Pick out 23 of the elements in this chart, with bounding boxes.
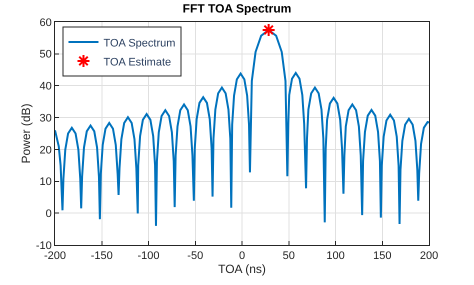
y-tick-label: 50: [40, 48, 52, 61]
y-tick-label: 60: [40, 16, 52, 29]
x-tick-label: 100: [326, 250, 345, 262]
line-series: [55, 28, 429, 227]
y-tick-label: 10: [40, 176, 52, 188]
x-tick-label: -150: [90, 250, 113, 262]
chart-title: FFT TOA Spectrum: [182, 2, 292, 16]
y-axis-title: Power (dB): [19, 103, 34, 164]
x-tick-label: 0: [238, 250, 246, 262]
x-tick-label: -100: [137, 250, 160, 262]
legend-label: TOA Estimate: [103, 56, 172, 68]
y-tick-label: 20: [40, 144, 52, 156]
y-tick-label: -10: [36, 240, 52, 252]
x-tick-label: 50: [282, 250, 295, 262]
y-tick-label: 0: [46, 208, 52, 220]
x-tick-label: 200: [420, 250, 438, 262]
y-tick-label: 30: [40, 112, 52, 124]
x-tick-label: -200: [44, 250, 66, 262]
y-tick-label: 40: [40, 80, 52, 93]
legend-label: TOA Spectrum: [103, 37, 176, 50]
x-tick-label: 150: [373, 250, 392, 262]
x-axis-title: TOA (ns): [218, 262, 266, 276]
x-tick-label: -50: [187, 250, 204, 262]
